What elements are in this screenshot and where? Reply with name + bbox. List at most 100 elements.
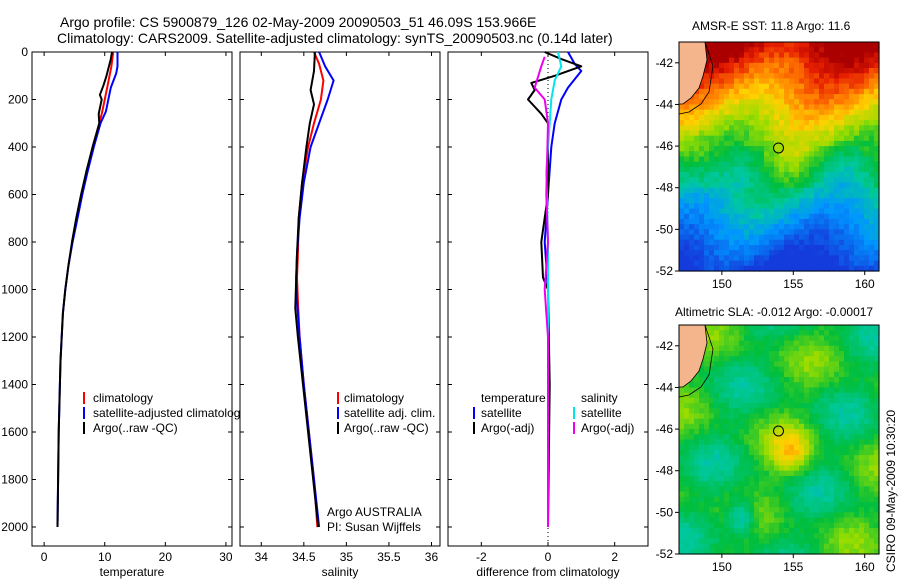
map-cell: [844, 130, 850, 137]
map-cell: [709, 140, 715, 147]
map-cell: [709, 543, 715, 550]
coastline-contour: [678, 41, 714, 115]
map-cell: [779, 330, 785, 336]
map-cell: [814, 512, 820, 519]
map-cell: [764, 265, 770, 272]
map-cell: [704, 496, 710, 503]
map-cell: [729, 429, 735, 435]
map-cell: [824, 496, 830, 503]
map-cell: [829, 192, 835, 199]
map-cell: [724, 361, 730, 368]
map-cell: [799, 377, 805, 383]
map-cell: [859, 114, 865, 121]
map-cell: [754, 265, 760, 272]
map-cell: [814, 166, 820, 173]
map-cell: [839, 265, 845, 272]
map-cell: [724, 192, 730, 199]
map-cell: [679, 109, 685, 116]
map-cell: [854, 244, 860, 251]
map-cell: [774, 371, 780, 378]
map-cell: [784, 161, 790, 168]
map-cell: [749, 325, 755, 331]
map-cell: [694, 255, 700, 262]
map-cell: [829, 455, 835, 461]
map-cell: [699, 187, 705, 194]
map-cell: [844, 146, 850, 152]
map-cell: [789, 146, 795, 152]
map-cell: [789, 512, 795, 519]
map-cell: [809, 166, 815, 173]
map-cell: [679, 229, 685, 236]
map-cell: [679, 434, 685, 441]
map-cell: [714, 512, 720, 519]
map-cell: [774, 543, 780, 550]
map-cell: [834, 455, 840, 461]
map-cell: [799, 42, 805, 48]
map-cell: [679, 475, 685, 482]
map-cell: [759, 250, 765, 256]
map-cell: [849, 361, 855, 368]
map-cell: [774, 527, 780, 534]
map-cell: [694, 203, 700, 210]
map-cell: [684, 517, 690, 524]
map-cell: [779, 481, 785, 487]
map-cell: [874, 548, 880, 555]
map-cell: [839, 156, 845, 163]
map-cell: [849, 177, 855, 184]
map-cell: [849, 114, 855, 121]
map-cell: [714, 449, 720, 456]
map-cell: [849, 125, 855, 132]
map-cell: [814, 382, 820, 389]
map-cell: [854, 57, 860, 64]
map-cell: [829, 330, 835, 336]
map-cell: [869, 260, 875, 267]
map-cell: [854, 444, 860, 451]
map-cell: [864, 387, 870, 394]
map-cell: [859, 182, 865, 189]
map-cell: [874, 517, 880, 524]
map-cell: [859, 366, 865, 373]
map-cell: [854, 229, 860, 236]
map-cell: [714, 366, 720, 373]
map-cell: [854, 548, 860, 555]
map-cell: [679, 501, 685, 508]
map-cell: [724, 52, 730, 59]
map-cell: [854, 255, 860, 262]
legend-label-temp-argo: Argo(-adj): [481, 421, 534, 435]
map-cell: [784, 356, 790, 363]
map-cell: [744, 229, 750, 236]
map-cell: [799, 208, 805, 215]
map-cell: [819, 543, 825, 550]
map-cell: [874, 522, 880, 529]
map-cell: [774, 351, 780, 357]
map-cell: [799, 418, 805, 425]
map-cell: [684, 470, 690, 477]
map-cell: [859, 491, 865, 498]
map-cell: [834, 403, 840, 409]
map-cell: [839, 465, 845, 472]
map-cell: [804, 52, 810, 59]
map-cell: [739, 501, 745, 508]
map-cell: [834, 460, 840, 467]
map-cell: [799, 99, 805, 106]
map-cell: [724, 392, 730, 399]
map-cell: [814, 239, 820, 246]
map-cell: [869, 83, 875, 90]
map-cell: [729, 408, 735, 415]
map-cell: [714, 475, 720, 482]
map-cell: [809, 449, 815, 456]
map-cell: [799, 330, 805, 336]
map-cell: [714, 507, 720, 513]
map-cell: [844, 507, 850, 513]
map-cell: [799, 423, 805, 430]
map-cell: [874, 73, 880, 80]
map-cell: [874, 114, 880, 121]
map-cell: [839, 408, 845, 415]
map-cell: [689, 114, 695, 121]
map-cell: [824, 234, 830, 241]
map-cell: [759, 439, 765, 446]
map-cell: [754, 57, 760, 64]
map-cell: [819, 140, 825, 147]
map-cell: [859, 548, 865, 555]
map-cell: [864, 439, 870, 446]
